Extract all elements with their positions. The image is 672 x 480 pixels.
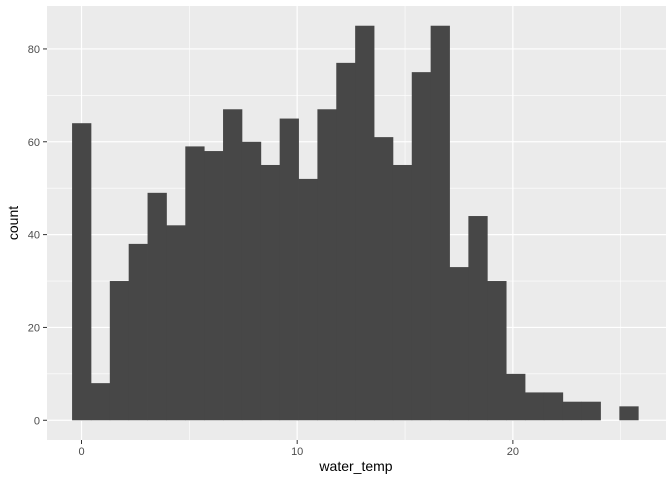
x-tick-label: 10 bbox=[291, 446, 303, 458]
y-tick-label: 20 bbox=[28, 322, 40, 334]
histogram-bar bbox=[223, 109, 243, 421]
histogram-bar bbox=[298, 178, 318, 421]
histogram-bar bbox=[147, 192, 167, 421]
histogram-bar bbox=[619, 406, 639, 421]
histogram-bar bbox=[90, 383, 111, 421]
histogram-bar bbox=[430, 25, 450, 421]
histogram-bar bbox=[374, 137, 394, 421]
histogram-bar bbox=[468, 216, 488, 421]
histogram-bar bbox=[166, 225, 186, 421]
x-axis-title: water_temp bbox=[318, 458, 392, 474]
x-tick-label: 0 bbox=[78, 446, 84, 458]
histogram-bar bbox=[128, 243, 148, 421]
y-tick-label: 0 bbox=[34, 415, 40, 427]
histogram-bar bbox=[562, 401, 583, 421]
histogram-bar bbox=[449, 267, 469, 421]
y-tick-label: 80 bbox=[28, 44, 40, 56]
histogram-bars bbox=[72, 25, 639, 421]
histogram-bar bbox=[260, 164, 281, 421]
histogram-bar bbox=[581, 401, 601, 421]
histogram-bar bbox=[487, 281, 507, 421]
histogram-bar bbox=[336, 62, 356, 421]
histogram-bar bbox=[543, 392, 564, 421]
histogram-bar bbox=[109, 281, 130, 421]
histogram-bar bbox=[241, 141, 262, 421]
histogram-bar bbox=[279, 118, 299, 421]
y-tick-label: 40 bbox=[28, 230, 40, 242]
histogram-bar bbox=[204, 151, 224, 421]
y-axis-title: count bbox=[5, 206, 21, 240]
histogram-bar bbox=[72, 123, 92, 421]
histogram-bar bbox=[524, 392, 545, 421]
y-axis: 0 20 40 60 80 bbox=[28, 44, 47, 427]
y-tick-label: 60 bbox=[28, 137, 40, 149]
histogram-bar bbox=[392, 164, 413, 421]
histogram-bar bbox=[355, 25, 375, 421]
x-tick-label: 20 bbox=[507, 446, 519, 458]
histogram-bar bbox=[317, 109, 337, 421]
histogram-bar bbox=[411, 72, 432, 421]
histogram-bar bbox=[185, 146, 205, 421]
histogram-bar bbox=[506, 373, 526, 421]
x-axis: 0 10 20 bbox=[78, 440, 519, 458]
